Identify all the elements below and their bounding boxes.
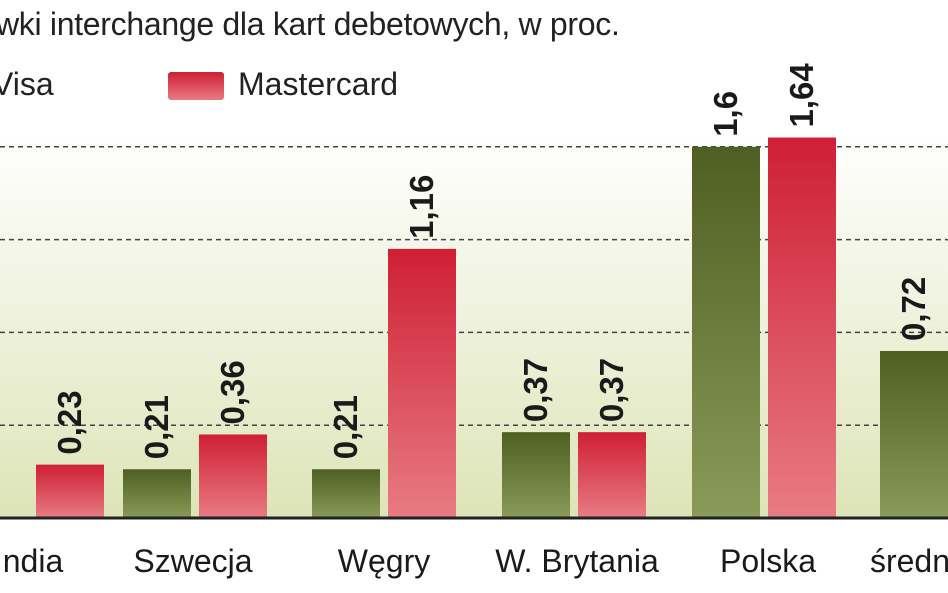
bar-visa xyxy=(312,469,380,518)
bar-visa xyxy=(502,432,570,518)
legend-label-visa: Visa xyxy=(0,66,54,102)
data-label-mastercard: 1,16 xyxy=(403,175,440,239)
legend-label-mastercard: Mastercard xyxy=(238,66,399,102)
bar-visa xyxy=(692,146,760,519)
data-label-mastercard: 0,23 xyxy=(51,390,88,454)
x-tick-label: średn xyxy=(870,543,948,579)
x-tick-label: Szwecja xyxy=(133,543,252,579)
data-label-visa: 1,6 xyxy=(707,91,744,137)
bar-mastercard xyxy=(388,248,456,518)
x-tick-label: Węgry xyxy=(338,543,430,579)
bar-mastercard xyxy=(199,434,267,518)
data-label-mastercard: 0,36 xyxy=(214,360,251,424)
bar-visa xyxy=(123,469,191,518)
bar-visa xyxy=(880,350,948,518)
x-tick-label: W. Brytania xyxy=(495,543,659,579)
legend-swatch-mastercard xyxy=(168,72,224,100)
data-label-visa: 0,21 xyxy=(138,395,175,459)
bar-mastercard xyxy=(768,137,836,518)
data-label-visa: 0,72 xyxy=(895,277,932,341)
bar-mastercard xyxy=(578,432,646,518)
bar-mastercard xyxy=(36,464,104,518)
x-tick-label: Polska xyxy=(720,543,816,579)
data-label-mastercard: 0,37 xyxy=(593,358,630,422)
chart-subtitle: wki interchange dla kart debetowych, w p… xyxy=(0,6,620,42)
x-tick-label: ndia xyxy=(3,543,64,579)
data-label-visa: 0,21 xyxy=(327,395,364,459)
data-label-visa: 0,37 xyxy=(517,358,554,422)
data-label-mastercard: 1,64 xyxy=(783,63,820,128)
